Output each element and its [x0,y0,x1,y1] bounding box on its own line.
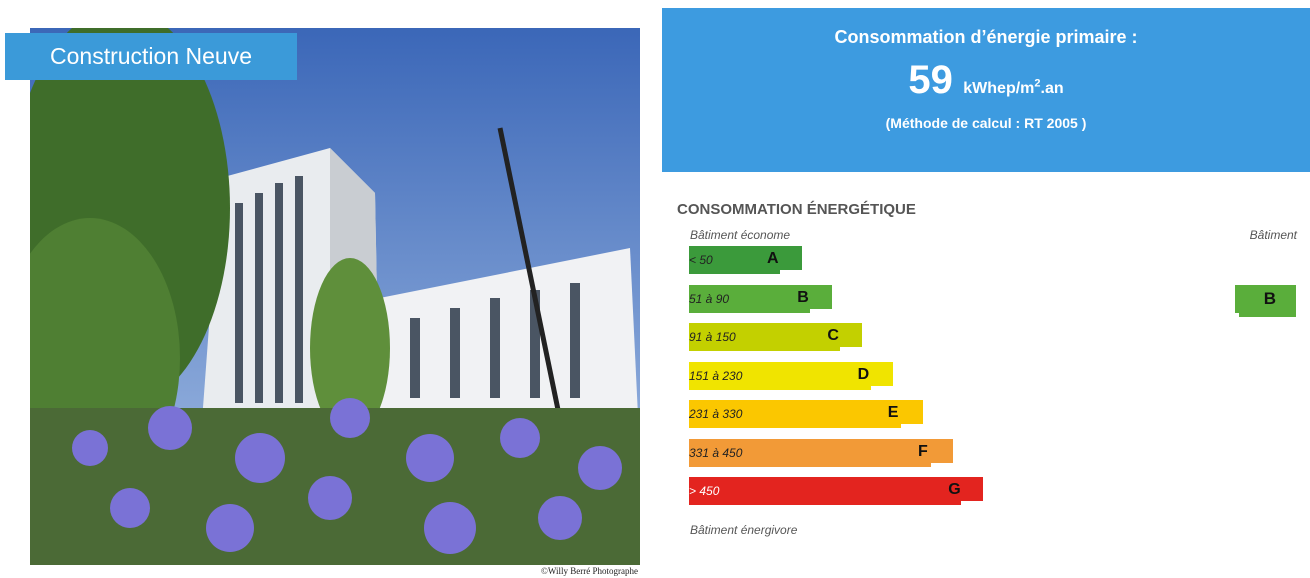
class-letter: G [948,481,961,498]
class-row: 51 à 90 B [689,284,833,313]
class-range: 331 à 450 [689,445,743,460]
class-range: 231 à 330 [689,407,743,421]
class-row: 331 à 450 F [689,438,953,467]
class-range: > 450 [689,484,720,498]
summary-box: Consommation d’énergie primaire : 59 kWh… [662,8,1310,172]
class-bar-lower [689,327,841,351]
photo [30,28,640,565]
class-bar-lower [689,442,931,467]
class-letter: A [767,250,779,267]
class-letter: E [887,404,899,421]
class-row: 151 à 230 D [689,361,893,390]
class-letter: D [857,365,870,383]
class-range: 51 à 90 [689,291,730,306]
class-range: 151 à 230 [689,368,743,383]
class-letter: B [797,288,809,306]
class-range: 91 à 150 [689,330,736,344]
class-range: < 50 [689,253,713,267]
label-title: CONSOMMATION ÉNERGÉTIQUE [677,201,916,218]
class-letter: C [827,327,839,344]
summary-value: 59 [908,58,953,102]
class-row: 91 à 150 C [689,323,863,351]
photo-credit: ©Willy Berré Photographe [541,566,638,576]
bottom-caption: Bâtiment énergivore [690,523,798,537]
current-class: B [1235,285,1296,317]
current-letter: B [1263,289,1276,308]
top-left-caption: Bâtiment économe [690,228,791,242]
class-row: > 450 G [689,477,984,505]
badge: Construction Neuve [5,33,297,80]
current-bar-shadow [1239,289,1296,317]
unit-end: .an [1040,80,1064,97]
class-bar-lower [689,250,780,274]
top-right-caption: Bâtiment [1249,228,1297,242]
class-bar-lower [689,404,901,428]
summary-method: (Méthode de calcul : RT 2005 ) [885,115,1087,131]
summary-unit: kWhep/m2.an [963,77,1064,97]
summary-title: Consommation d’énergie primaire : [834,27,1138,47]
class-bar-lower [689,481,962,505]
class-bar-lower [689,288,811,313]
class-bar-lower [689,365,871,390]
class-row: 231 à 330 E [689,400,923,428]
class-row: < 50 A [689,246,802,274]
class-letter: F [918,442,928,460]
unit: kWhep/m [963,80,1035,97]
unit-sup: 2 [1034,77,1041,90]
